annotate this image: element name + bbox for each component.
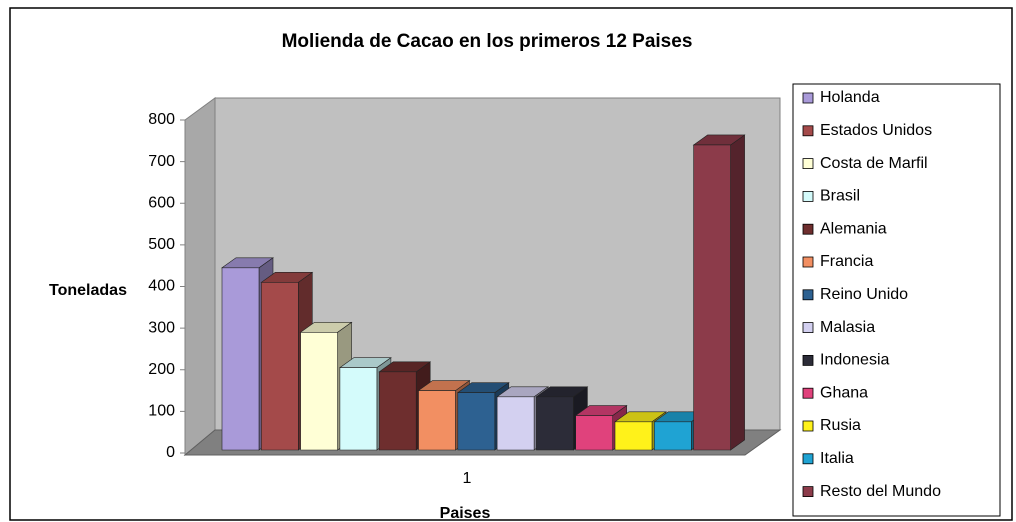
bar-face — [339, 367, 378, 451]
y-tick-label: 300 — [148, 319, 175, 336]
y-tick-label: 100 — [148, 403, 175, 420]
legend-box — [792, 83, 1001, 517]
legend-label: Indonesia — [820, 352, 889, 369]
bar-face — [418, 390, 456, 451]
legend-label: Holanda — [820, 89, 880, 106]
legend-swatch — [802, 322, 814, 334]
side-wall — [184, 97, 216, 457]
y-tick-label: 600 — [148, 194, 175, 211]
legend-swatch — [802, 420, 814, 432]
bar-face — [221, 267, 260, 451]
legend-swatch — [802, 387, 814, 399]
legend-label: Rusia — [820, 417, 861, 434]
bar-face — [300, 331, 338, 451]
bar-face — [614, 421, 653, 451]
bar-face — [730, 134, 745, 451]
legend-label: Malasia — [820, 319, 875, 336]
legend-swatch — [802, 453, 814, 465]
legend-label: Estados Unidos — [820, 122, 932, 139]
y-axis-title: Toneladas — [49, 282, 127, 299]
legend-label: Brasil — [820, 188, 860, 205]
legend-swatch — [802, 125, 814, 137]
legend-label: Reino Unido — [820, 286, 908, 303]
legend-swatch — [802, 486, 814, 498]
legend-label: Italia — [820, 450, 854, 467]
legend-swatch — [802, 223, 814, 235]
y-tick-label: 700 — [148, 153, 175, 170]
y-tick-label: 200 — [148, 361, 175, 378]
legend-label: Costa de Marfil — [820, 155, 928, 172]
bar — [692, 134, 746, 451]
legend-label: Francia — [820, 253, 873, 270]
legend-swatch — [802, 256, 814, 268]
bar-face — [260, 282, 299, 451]
bar-face — [536, 396, 574, 451]
y-tick-label: 500 — [148, 236, 175, 253]
y-tick-label: 0 — [166, 444, 175, 461]
bar-face — [496, 396, 535, 451]
legend-label: Alemania — [820, 220, 887, 237]
x-tick-label: 1 — [463, 470, 472, 487]
legend-swatch — [802, 92, 814, 104]
bar-face — [378, 371, 417, 451]
bar-face — [457, 392, 496, 451]
chart-title: Molienda de Cacao en los primeros 12 Pai… — [282, 31, 693, 52]
legend-swatch — [802, 354, 814, 366]
legend-label: Ghana — [820, 384, 868, 401]
bar-face — [575, 415, 614, 451]
legend-label: Resto del Mundo — [820, 483, 941, 500]
y-tick-label: 800 — [148, 111, 175, 128]
legend-swatch — [802, 289, 814, 301]
bar-face — [693, 144, 731, 451]
y-tick-label: 400 — [148, 278, 175, 295]
legend-swatch — [802, 190, 814, 202]
x-axis-title: Paises — [440, 505, 491, 522]
bar-face — [653, 421, 692, 451]
legend-swatch — [802, 158, 814, 170]
